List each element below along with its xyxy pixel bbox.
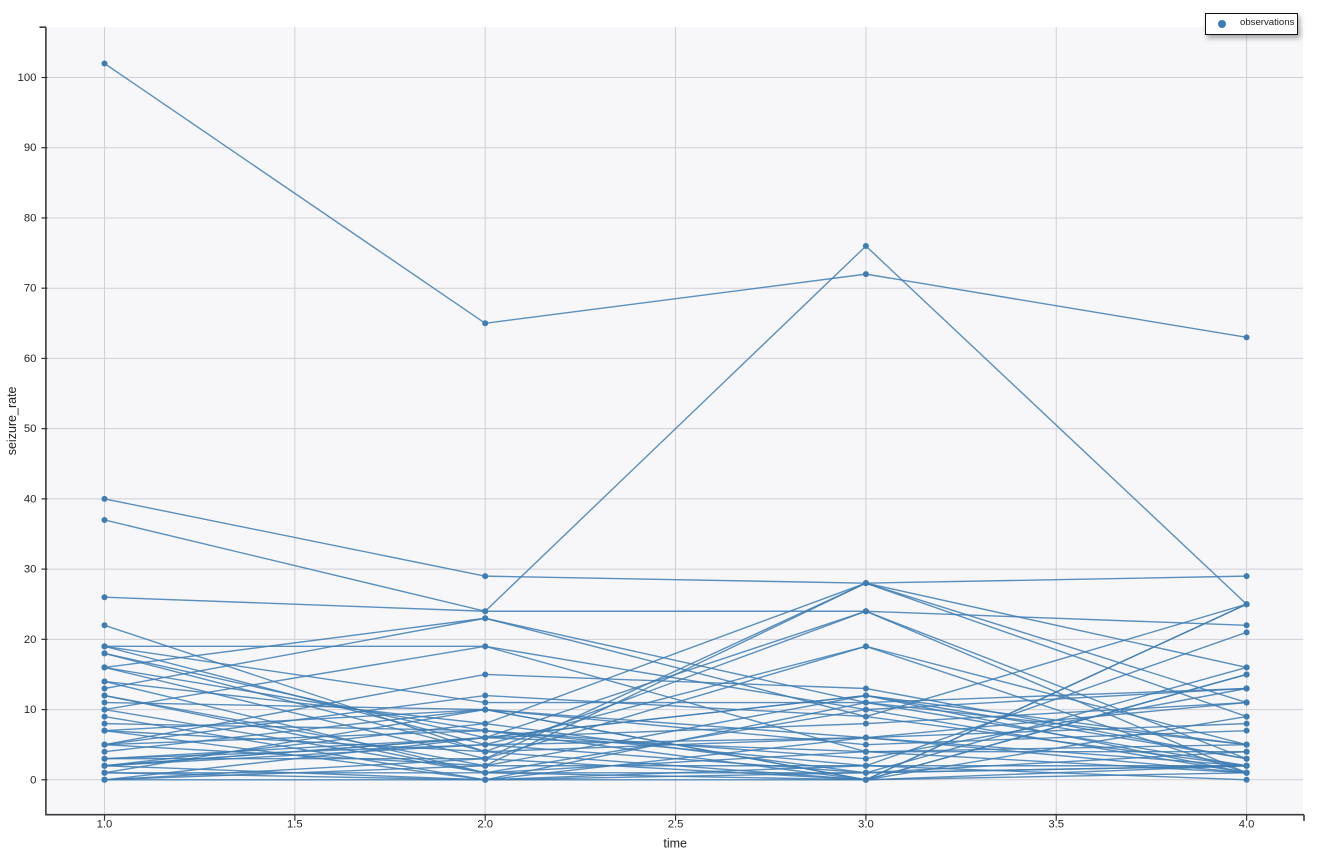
svg-text:3.0: 3.0 <box>858 819 874 831</box>
svg-text:100: 100 <box>18 72 37 84</box>
svg-text:2.5: 2.5 <box>668 819 684 831</box>
svg-text:60: 60 <box>24 353 37 365</box>
svg-text:10: 10 <box>24 704 37 716</box>
svg-text:80: 80 <box>24 212 37 224</box>
svg-text:1.0: 1.0 <box>97 819 113 831</box>
svg-text:30: 30 <box>24 564 37 576</box>
svg-text:40: 40 <box>24 493 37 505</box>
svg-text:90: 90 <box>24 142 37 154</box>
svg-text:4.0: 4.0 <box>1239 819 1255 831</box>
svg-text:1.5: 1.5 <box>287 819 303 831</box>
svg-text:3.5: 3.5 <box>1048 819 1064 831</box>
svg-text:seizure_rate: seizure_rate <box>5 386 19 455</box>
svg-text:20: 20 <box>24 634 37 646</box>
svg-text:2.0: 2.0 <box>477 819 493 831</box>
svg-text:0: 0 <box>30 774 36 786</box>
svg-text:70: 70 <box>24 283 37 295</box>
svg-text:time: time <box>663 837 687 850</box>
svg-text:50: 50 <box>24 423 37 435</box>
